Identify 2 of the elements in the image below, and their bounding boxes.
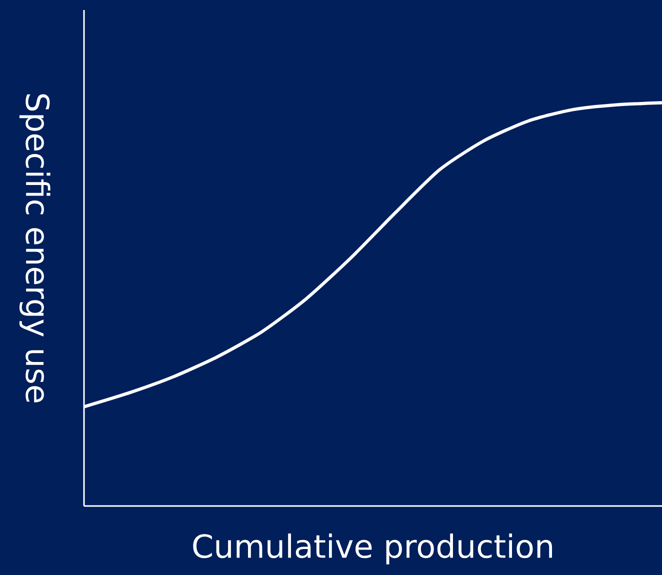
- x-axis-title: Cumulative production: [193, 534, 552, 564]
- y-axis-title: Specific energy use: [19, 94, 50, 402]
